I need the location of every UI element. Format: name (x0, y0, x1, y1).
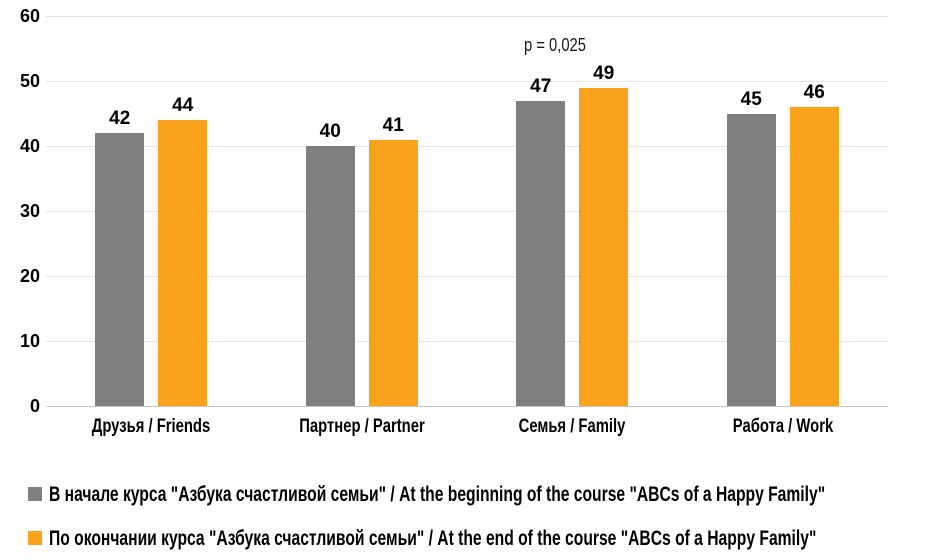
legend-swatch-begin (28, 487, 42, 501)
gridline (46, 16, 888, 17)
bar-value-label: 47 (530, 75, 552, 97)
bar (158, 120, 208, 406)
bar-value-label: 46 (803, 82, 825, 103)
bar (368, 139, 418, 406)
x-axis-category-label: Партнер / Partner (298, 416, 425, 437)
bar (516, 100, 566, 406)
bar (789, 107, 839, 406)
y-axis-tick-label: 50 (19, 71, 40, 91)
gridline (46, 146, 888, 147)
legend-item: По окончании курса "Азбука счастливой се… (28, 526, 948, 550)
p-value-annotation: p = 0,025 (524, 35, 587, 55)
x-axis-line (46, 406, 888, 407)
bar (95, 133, 145, 406)
legend-swatch-end (28, 531, 42, 545)
legend-item: В начале курса "Азбука счастливой семьи"… (28, 482, 948, 506)
x-axis-category-label: Работа / Work (732, 416, 833, 437)
gridline (46, 341, 888, 342)
gridline (46, 211, 888, 212)
bar-value-label: 44 (172, 95, 194, 116)
bar-value-label: 42 (109, 108, 131, 129)
bar-value-label: 49 (593, 62, 615, 84)
y-axis-tick-label: 10 (19, 331, 40, 351)
bar-value-label: 41 (382, 114, 404, 136)
y-axis-tick-label: 60 (19, 6, 40, 26)
bar-value-label: 45 (740, 88, 762, 110)
x-axis-category-label: Друзья / Friends (92, 416, 211, 437)
y-axis-tick-label: 30 (19, 201, 40, 221)
y-axis-tick-label: 20 (19, 266, 40, 286)
y-axis-tick-label: 40 (19, 136, 40, 156)
gridline (46, 276, 888, 277)
bar-value-label: 40 (319, 121, 341, 142)
y-axis-tick-label: 0 (29, 396, 40, 416)
bar (579, 87, 629, 406)
gridline (46, 81, 888, 82)
x-axis-category-label: Семья / Family (518, 416, 626, 437)
legend-label-end: По окончании курса "Азбука счастливой се… (49, 526, 817, 550)
legend-label-begin: В начале курса "Азбука счастливой семьи"… (49, 482, 826, 506)
bar (305, 146, 355, 406)
bar (726, 113, 776, 406)
